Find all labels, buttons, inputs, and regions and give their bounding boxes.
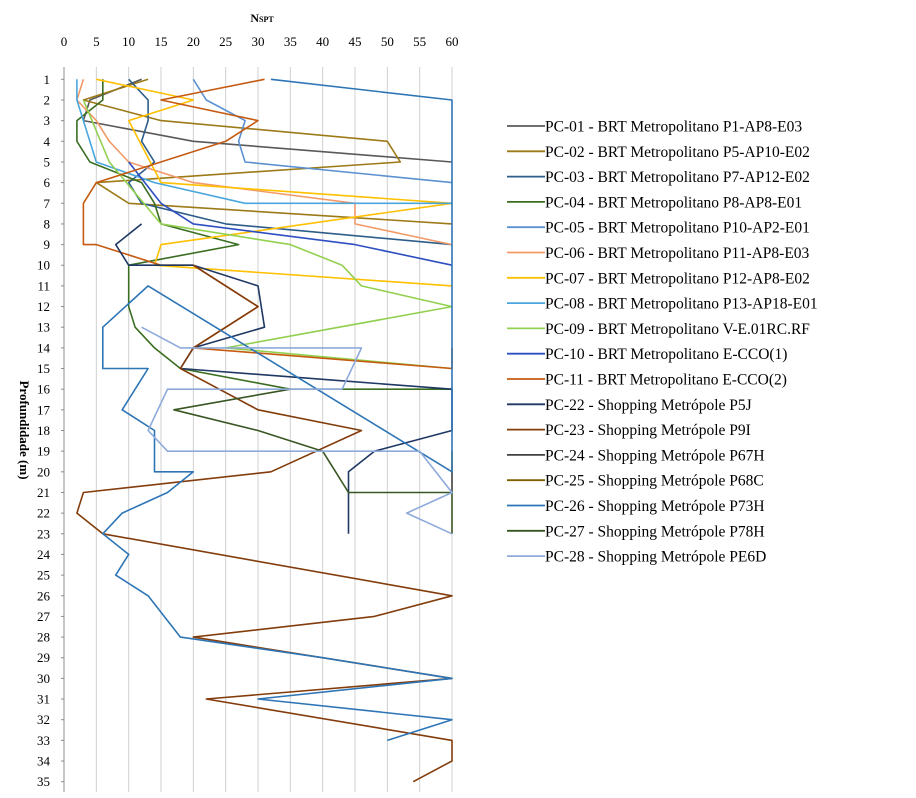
legend-entry: PC-01 - BRT Metropolitano P1-AP8-E03 <box>545 119 802 136</box>
legend-entry: PC-04 - BRT Metropolitano P8-AP8-E01 <box>545 194 802 211</box>
x-tick-label: 10 <box>122 34 135 49</box>
y-tick-label: 6 <box>44 175 51 190</box>
series-line-8 <box>76 79 452 205</box>
y-tick-label: 21 <box>37 485 50 500</box>
y-tick-label: 23 <box>37 526 50 541</box>
series-line-13 <box>76 264 453 783</box>
y-tick-label: 25 <box>37 568 50 583</box>
legend-entry: PC-03 - BRT Metropolitano P7-AP12-E02 <box>545 169 810 186</box>
legend-entry: PC-27 - Shopping Metrópole P78H <box>545 523 765 540</box>
y-tick-label: 10 <box>37 258 50 273</box>
series-line-3 <box>127 78 453 246</box>
series-line-11 <box>82 78 453 370</box>
legend-entry: PC-28 - Shopping Metrópole PE6D <box>545 549 766 566</box>
y-tick-label: 28 <box>37 630 50 645</box>
y-tick-label: 34 <box>37 754 51 769</box>
y-tick-label: 18 <box>37 423 50 438</box>
legend-entry: PC-26 - Shopping Metrópole P73H <box>545 498 765 515</box>
x-tick-label: 20 <box>187 34 200 49</box>
legend-entry: PC-23 - Shopping Metrópole P9I <box>545 422 751 439</box>
x-tick-label: 0 <box>61 34 68 49</box>
series-line-4 <box>76 79 452 391</box>
y-tick-label: 24 <box>37 547 51 562</box>
y-tick-label: 14 <box>37 340 51 355</box>
y-tick-label: 8 <box>44 216 51 231</box>
y-tick-label: 30 <box>37 671 50 686</box>
x-tick-label: 40 <box>316 34 329 49</box>
y-tick-label: 9 <box>44 237 51 252</box>
y-tick-label: 2 <box>44 92 51 107</box>
x-tick-label: 5 <box>93 34 100 49</box>
legend-entry: PC-22 - Shopping Metrópole P5J <box>545 397 752 414</box>
legend-entry: PC-25 - Shopping Metrópole P68C <box>545 473 764 490</box>
x-tick-label: 30 <box>252 34 265 49</box>
y-tick-label: 16 <box>37 382 51 397</box>
legend: PC-01 - BRT Metropolitano P1-AP8-E03 PC-0… <box>507 119 818 566</box>
legend-entry: PC-06 - BRT Metropolitano P11-AP8-E03 <box>545 245 810 262</box>
x-tick-label: 25 <box>219 34 232 49</box>
y-tick-label: 22 <box>37 506 50 521</box>
y-tick-label: 19 <box>37 444 50 459</box>
y-tick-label: 12 <box>37 299 50 314</box>
y-tick-label: 1 <box>44 72 51 87</box>
series-line-1 <box>82 78 453 163</box>
x-tick-label: 60 <box>446 34 459 49</box>
legend-entry: PC-02 - BRT Metropolitano P5-AP10-E02 <box>545 144 810 161</box>
y-tick-label: 20 <box>37 464 50 479</box>
y-tick-label: 5 <box>44 154 51 169</box>
x-tick-label: 15 <box>155 34 168 49</box>
series-line-16 <box>102 78 453 742</box>
x-tick-label: 35 <box>284 34 297 49</box>
x-tick-labels: 0 5 10 15 20 25 30 35 40 45 50 55 60 <box>61 34 459 49</box>
y-tick-label: 15 <box>37 361 50 376</box>
y-axis-title: Profundidade (m) <box>17 380 32 479</box>
x-axis-title: NSPT <box>250 11 274 25</box>
legend-entry: PC-24 - Shopping Metrópole P67H <box>545 447 765 464</box>
y-tick-label: 4 <box>44 134 51 149</box>
x-tick-label: 55 <box>413 34 426 49</box>
x-tick-label: 45 <box>349 34 362 49</box>
y-tick-labels: 1234567891011121314151617181920212223242… <box>37 72 51 789</box>
y-tick-label: 7 <box>44 196 51 211</box>
y-tick-label: 26 <box>37 588 51 603</box>
series-line-2 <box>82 78 453 225</box>
legend-entry: PC-09 - BRT Metropolitano V-E.01RC.RF <box>545 321 810 338</box>
series-line-9 <box>82 99 453 370</box>
series-line-12 <box>114 223 453 534</box>
y-tick-label: 17 <box>37 402 51 417</box>
y-tick-label: 3 <box>44 113 51 128</box>
y-tick-label: 29 <box>37 650 50 665</box>
legend-entry: PC-10 - BRT Metropolitano E-CCO(1) <box>545 346 787 363</box>
legend-entry: PC-07 - BRT Metropolitano P12-AP8-E02 <box>545 270 810 287</box>
legend-entry: PC-08 - BRT Metropolitano P13-AP18-E01 <box>545 296 818 313</box>
series-lines <box>76 78 453 783</box>
y-tick-label: 31 <box>37 692 50 707</box>
series-line-7 <box>96 78 453 287</box>
y-tick-label: 35 <box>37 774 50 789</box>
series-line-18 <box>141 326 453 535</box>
y-tick-label: 13 <box>37 320 50 335</box>
y-tick-label: 11 <box>37 278 50 293</box>
legend-entry: PC-11 - BRT Metropolitano E-CCO(2) <box>545 372 787 389</box>
y-tick-label: 32 <box>37 712 50 727</box>
legend-entry: PC-05 - BRT Metropolitano P10-AP2-E01 <box>545 220 810 237</box>
series-line-10 <box>128 161 453 266</box>
y-tick-label: 33 <box>37 733 50 748</box>
y-tick-label: 27 <box>37 609 51 624</box>
x-tick-label: 50 <box>381 34 394 49</box>
series-line-17 <box>173 388 453 534</box>
